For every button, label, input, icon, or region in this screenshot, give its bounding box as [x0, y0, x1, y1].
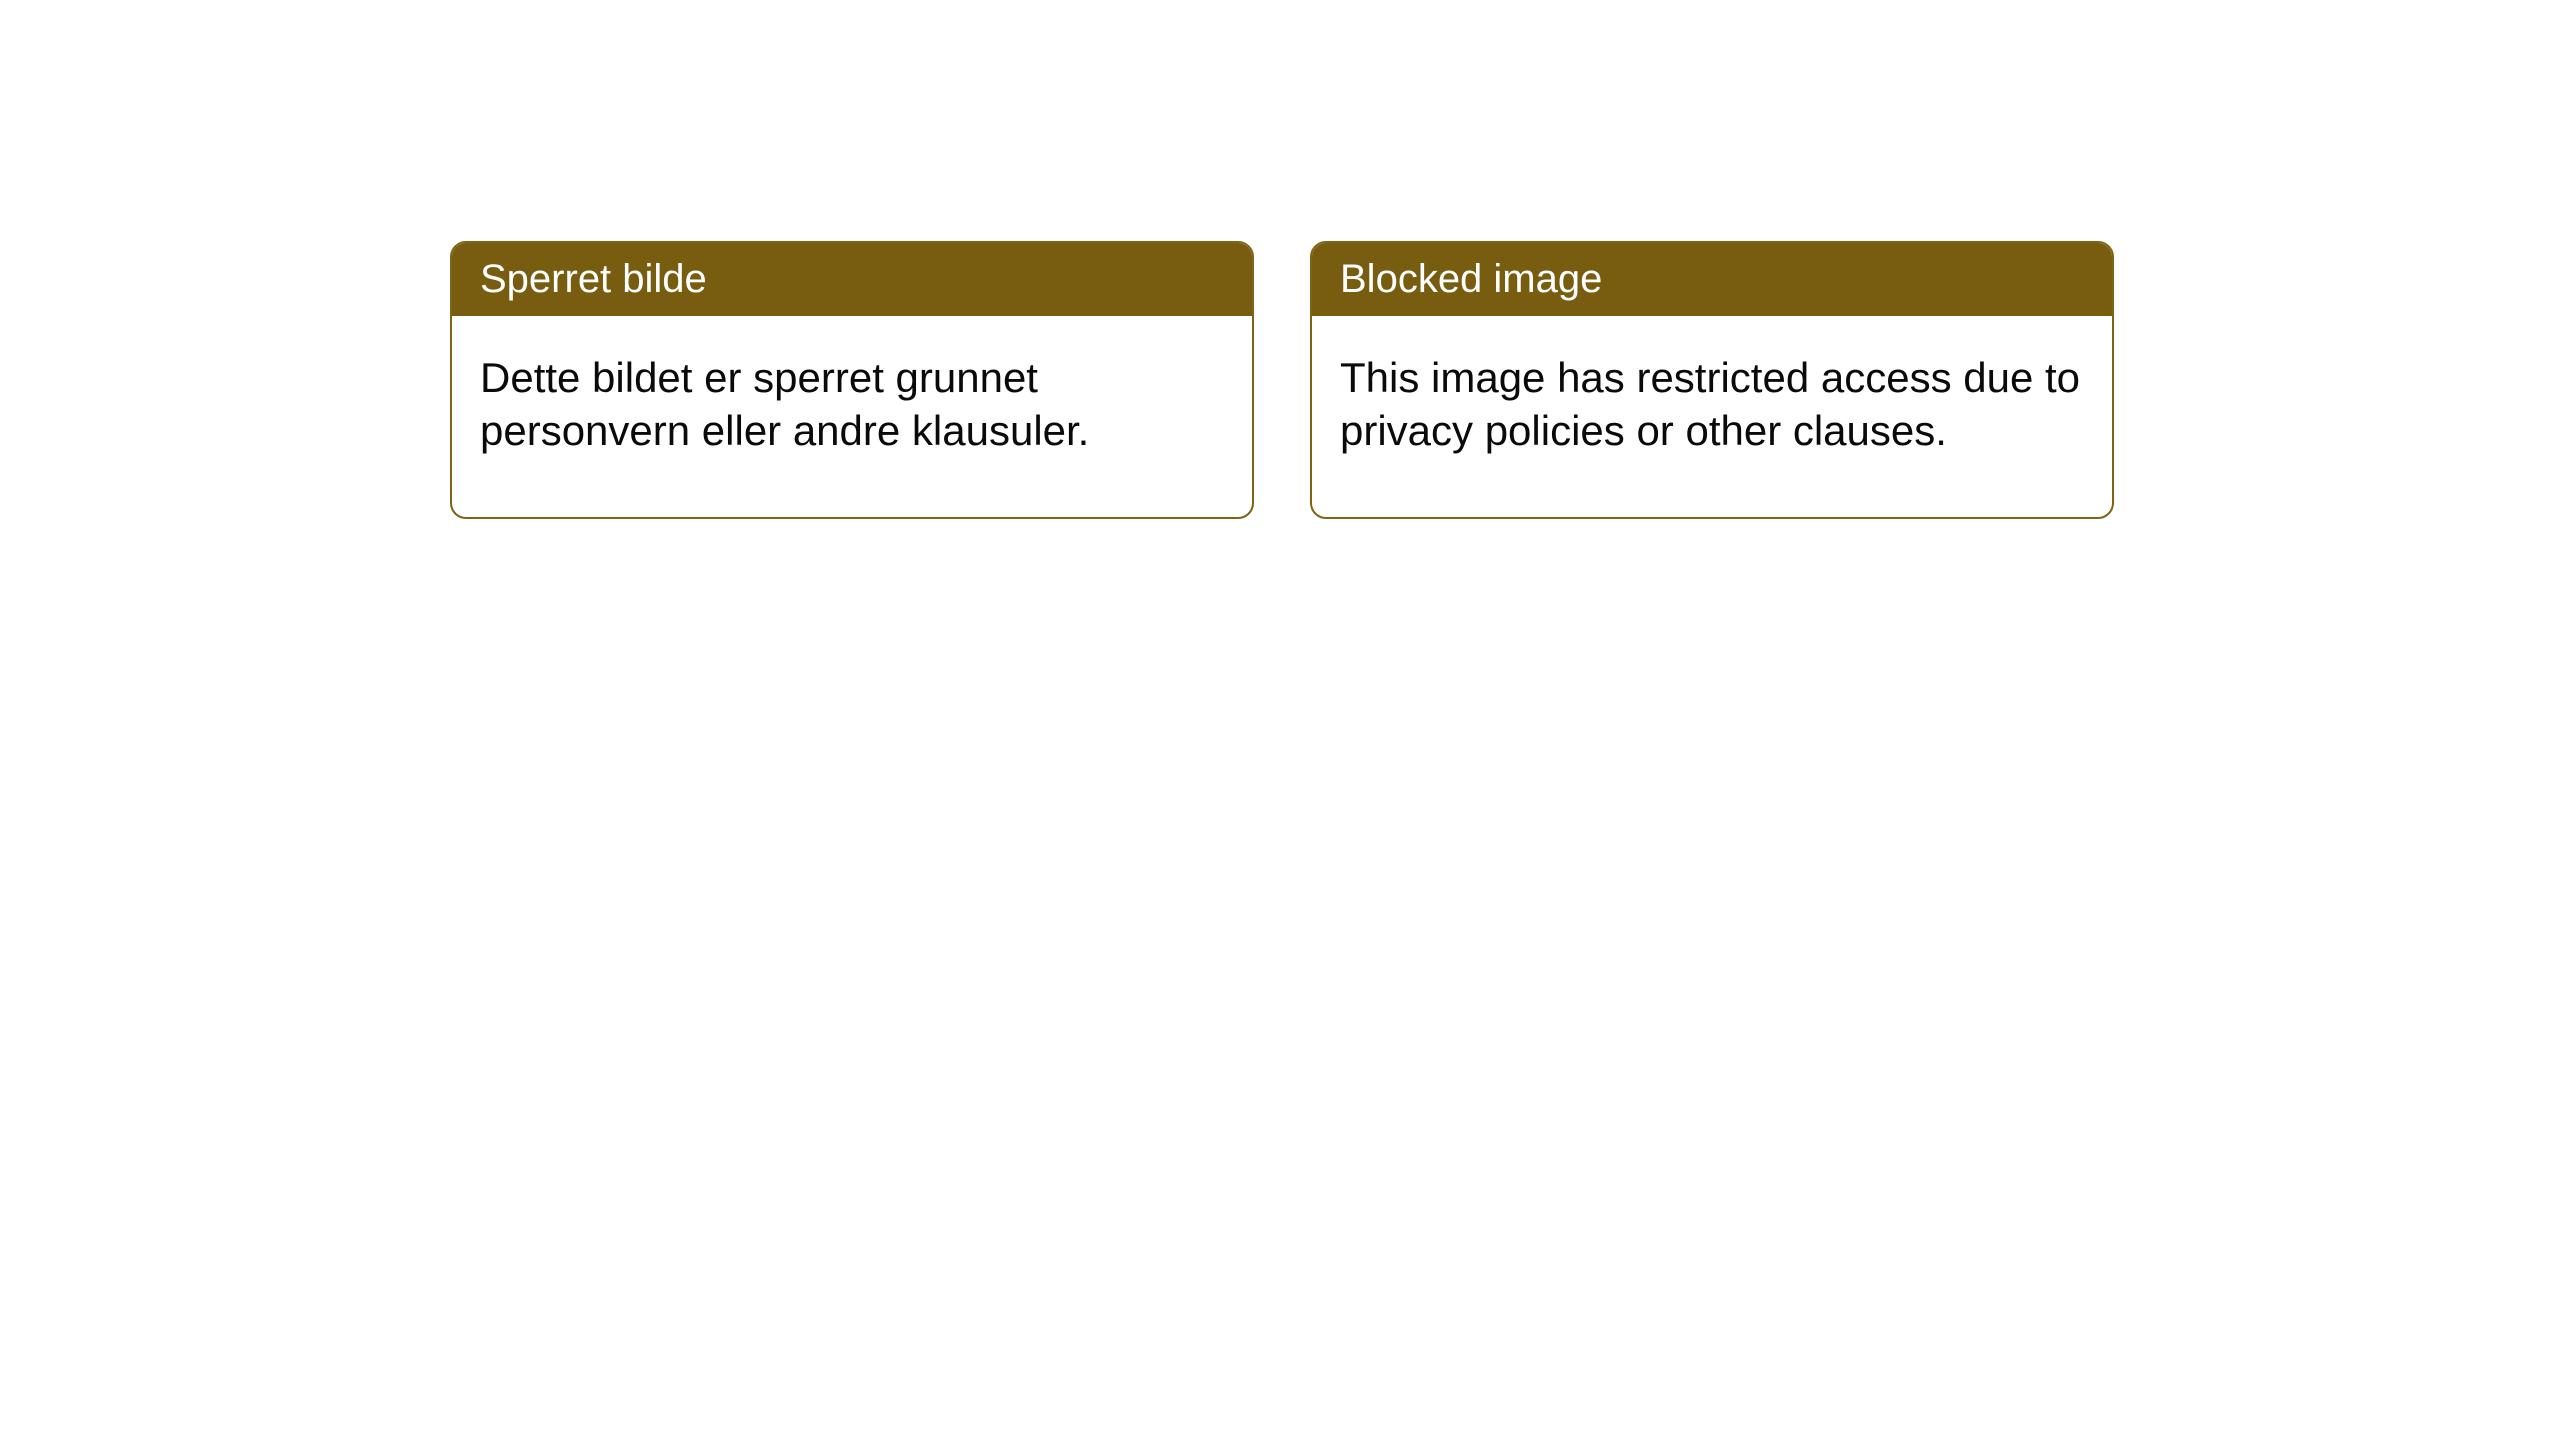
notice-body: Dette bildet er sperret grunnet personve…	[452, 316, 1252, 517]
notice-card-english: Blocked image This image has restricted …	[1310, 241, 2114, 519]
notice-card-norwegian: Sperret bilde Dette bildet er sperret gr…	[450, 241, 1254, 519]
notice-title: Blocked image	[1312, 243, 2112, 316]
notice-title: Sperret bilde	[452, 243, 1252, 316]
notice-container: Sperret bilde Dette bildet er sperret gr…	[450, 241, 2114, 519]
notice-body: This image has restricted access due to …	[1312, 316, 2112, 517]
